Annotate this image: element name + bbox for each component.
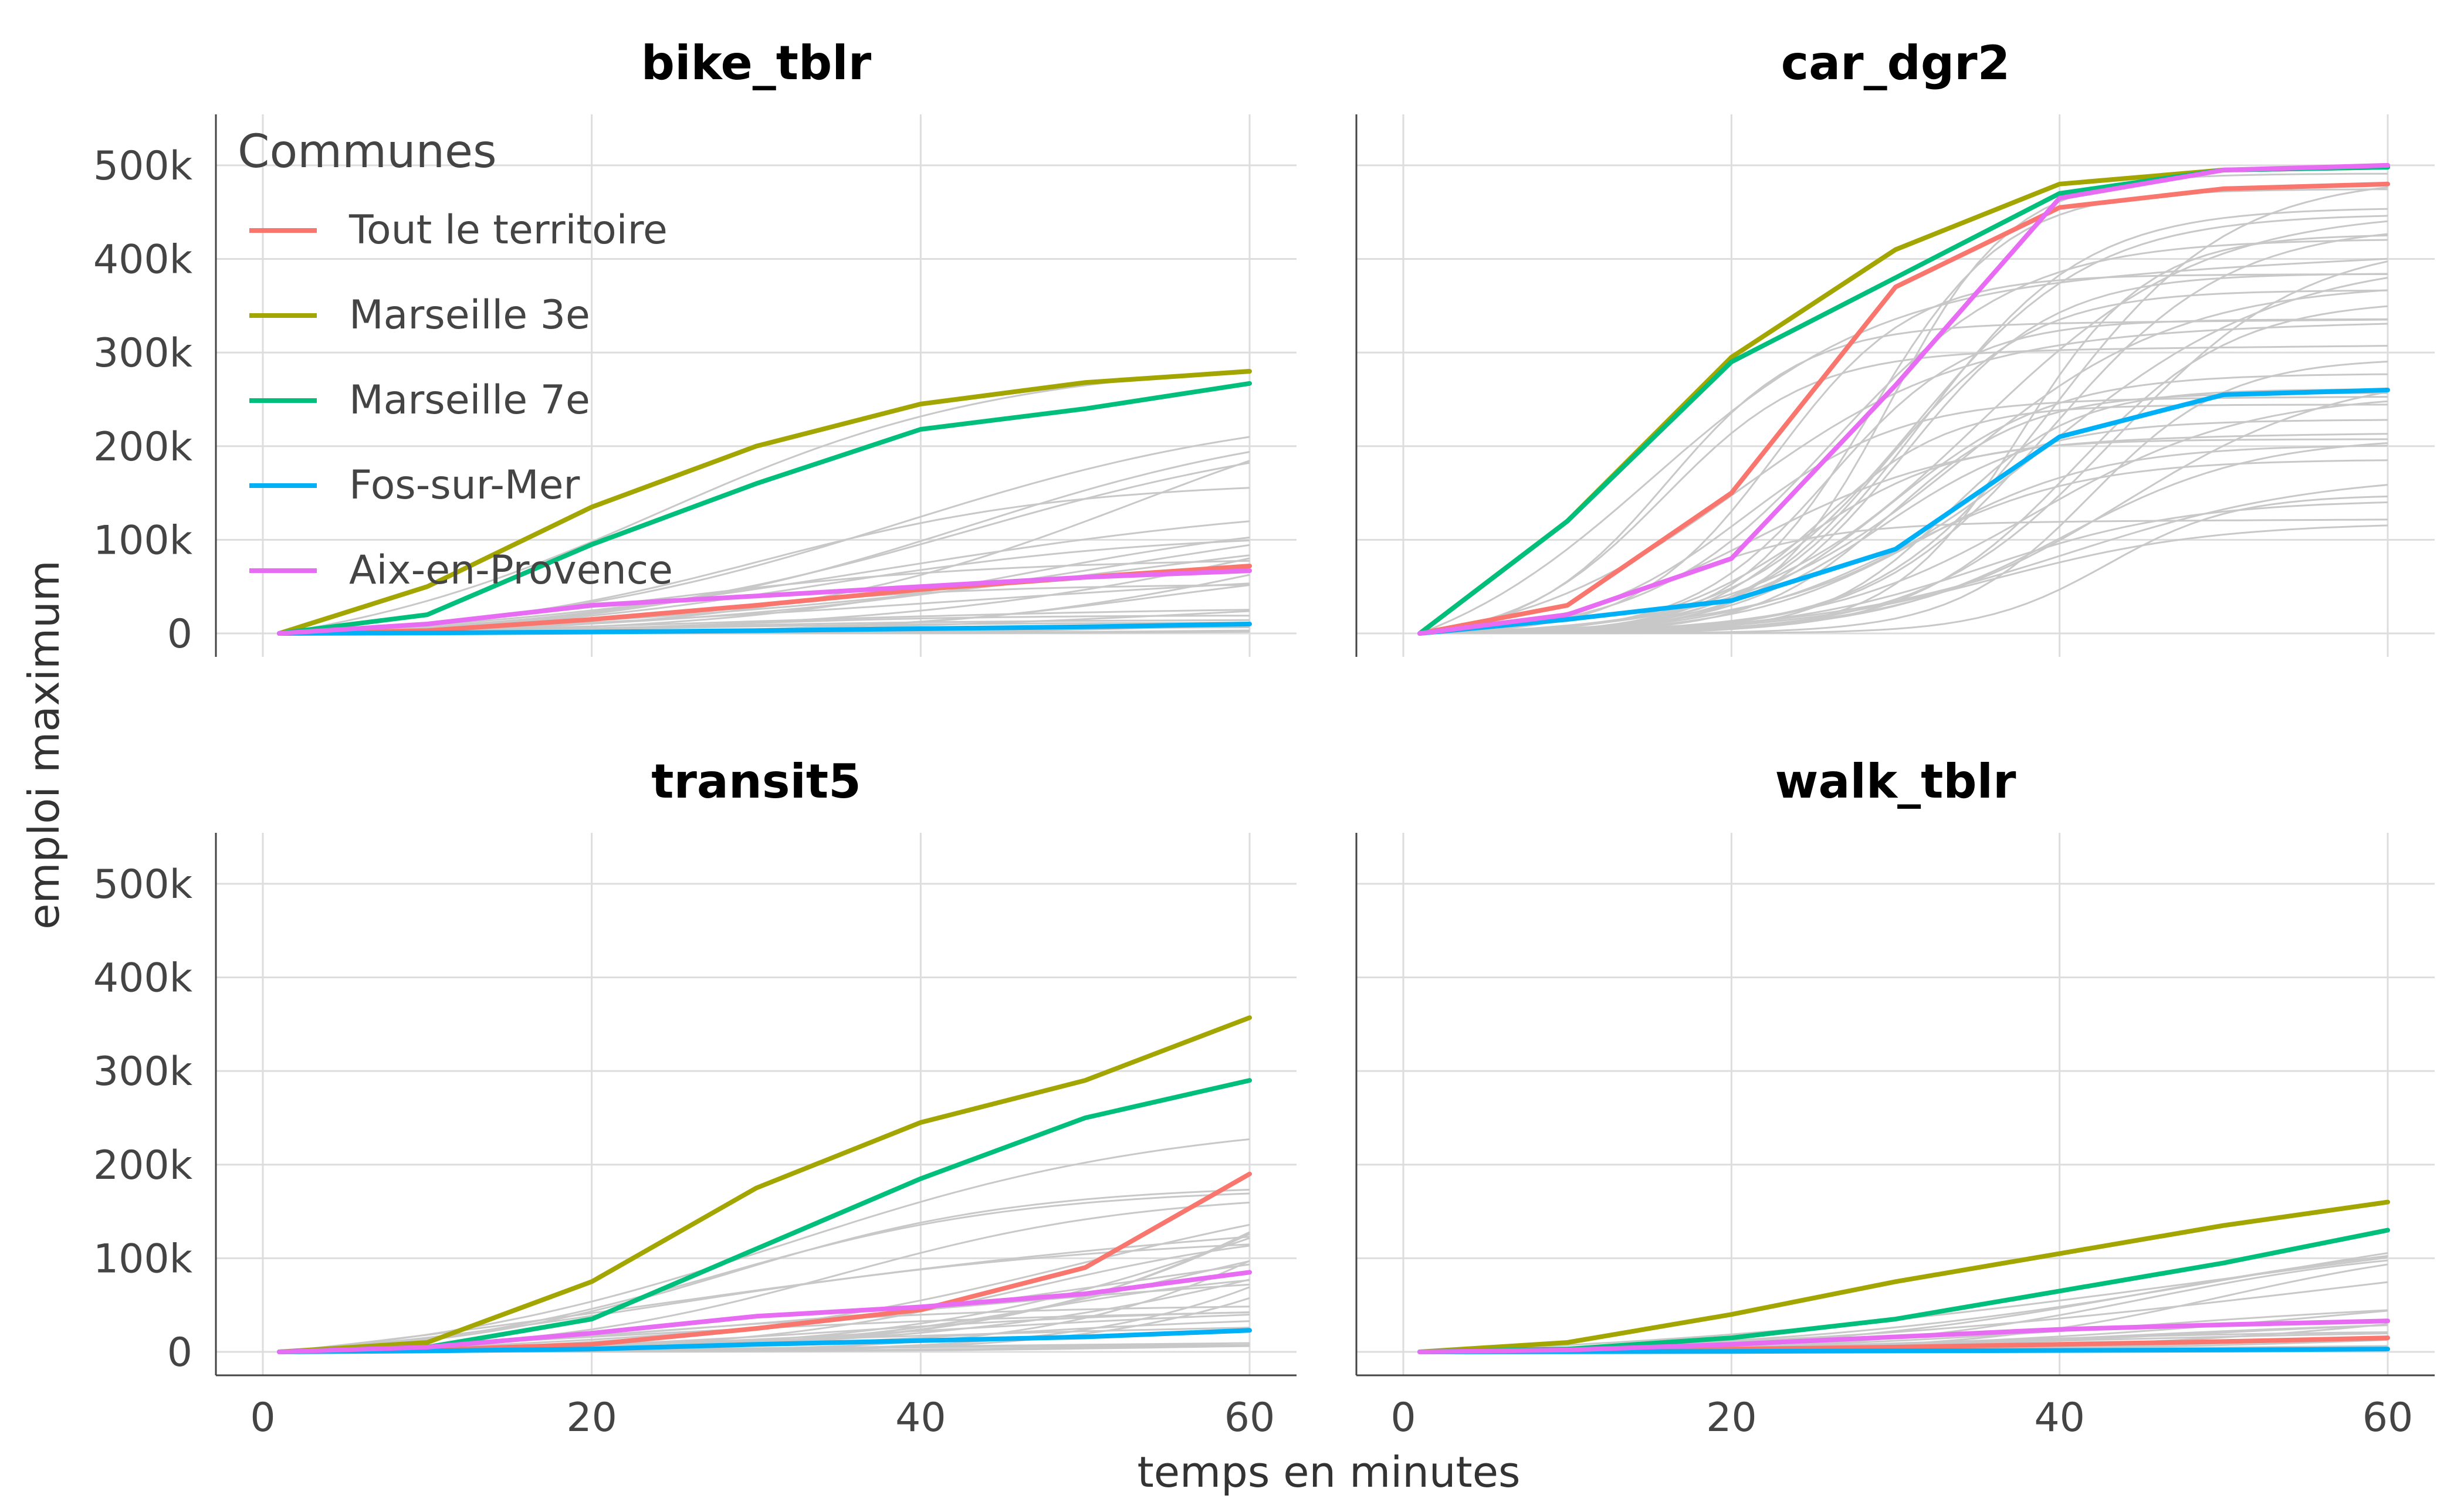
panel-transit5: transit5 0 100k 200k 300k 400k 500k 0 20 40 60 [93,754,1297,1441]
y-tick-label: 200k [93,424,193,470]
x-tick-label: 60 [1224,1395,1275,1441]
facet-title: walk_tblr [1775,754,2016,809]
x-tick-label: 40 [2034,1395,2085,1441]
series-line-marseille-3e [277,1015,1252,1354]
series-line-fos-sur-mer [277,622,1252,636]
facet-title: bike_tblr [641,36,872,90]
background-commune-line [279,1138,1250,1353]
y-axis-title: emploi maximum [19,560,69,930]
panel-car_dgr2: car_dgr2 [1355,36,2435,657]
legend-entry: Marseille 3e [349,292,590,338]
series-line-marseille-3e [277,369,1252,636]
background-commune-line [1419,233,2388,635]
y-tick-label: 0 [167,611,192,657]
x-tick-label: 0 [250,1395,275,1441]
facet-title: transit5 [651,754,861,809]
series-line-aix-en-provence [1417,1318,2390,1354]
facet-title: car_dgr2 [1781,36,2011,90]
legend-entry: Tout le territoire [348,207,668,253]
legend-entry: Aix-en-Provence [349,547,673,594]
series-line-marseille-7e [277,381,1252,636]
x-tick-label: 40 [895,1395,946,1441]
series-line-fos-sur-mer [277,1328,1252,1354]
background-commune-line [1419,404,2388,635]
y-tick-label: 300k [93,330,193,377]
x-tick-label: 20 [566,1395,617,1441]
series-line-aix-en-provence [277,1270,1252,1354]
background-communes [1419,172,2388,635]
panel-bike_tblr: bike_tblr 0 100k 200k 300k 400k 500k [93,36,1297,657]
x-axis-title: temps en minutes [1137,1447,1520,1497]
legend-entry: Fos-sur-Mer [349,462,580,508]
x-tick-label: 20 [1706,1395,1757,1441]
y-tick-label: 500k [93,143,193,189]
background-commune-line [1419,345,2388,635]
background-commune-line [1420,496,2388,635]
legend-entry: Marseille 7e [349,377,590,423]
y-tick-label: 500k [93,862,193,908]
series-line-fos-sur-mer [1417,388,2390,636]
y-tick-label: 200k [93,1142,193,1189]
y-tick-label: 300k [93,1049,193,1095]
y-tick-label: 400k [93,237,193,283]
series-line-marseille-3e [1417,1199,2390,1354]
background-commune-line [279,368,1250,635]
x-tick-label: 60 [2363,1395,2414,1441]
series-line-tout-le-territoire [1417,181,2390,636]
background-commune-line [1419,445,2388,635]
x-tick-label: 0 [1390,1395,1416,1441]
background-commune-line [1419,323,2388,635]
y-tick-label: 100k [93,517,193,564]
background-commune-line [1419,318,2388,635]
legend-title: Communes [238,126,497,178]
background-commune-line [1419,257,2388,635]
y-tick-label: 400k [93,955,193,1002]
panel-walk_tblr: walk_tblr 0 20 40 60 [1355,754,2435,1441]
facet-panels: bike_tblr 0 100k 200k 300k 400k 500k car_dgr2tr… [93,36,2435,1441]
y-tick-label: 0 [167,1330,192,1376]
background-commune-line [1419,215,2388,635]
background-commune-line [1419,239,2388,635]
y-tick-label: 100k [93,1236,193,1282]
series-line-aix-en-provence [1417,162,2390,636]
legend: Communes Tout le territoire Marseille 3e Ma… [238,126,673,594]
series-line-aix-en-provence [277,568,1252,636]
background-commune-line [279,462,1250,635]
